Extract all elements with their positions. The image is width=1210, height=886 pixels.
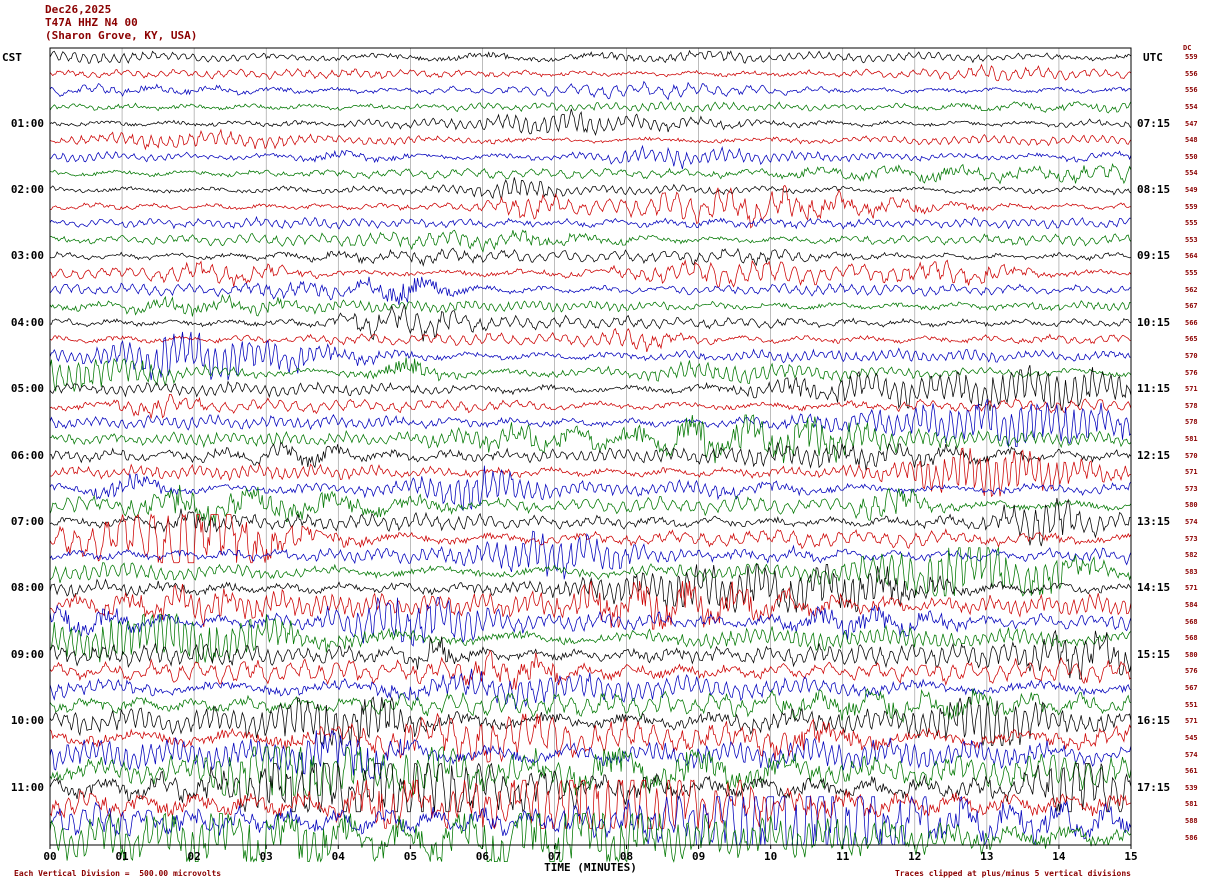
trace-row-22: [49, 399, 1132, 448]
trace-row-21: [49, 394, 1132, 419]
left-axis-title: CST: [2, 51, 22, 64]
trace-row-0: [49, 49, 1132, 64]
trace-row-44: [49, 762, 1132, 813]
title-block: Dec26,2025 T47A HHZ N4 00 (Sharon Grove,…: [45, 3, 197, 42]
trace-row-45: [49, 779, 1132, 830]
trace-row-28: [49, 497, 1132, 547]
dc-column-label: DC: [1183, 44, 1192, 52]
clip-note: Traces clipped at plus/minus 5 vertical …: [894, 869, 1131, 878]
trace-row-40: [49, 696, 1132, 747]
trace-row-29: [49, 513, 1132, 564]
trace-row-37: [49, 649, 1132, 690]
trace-row-27: [49, 484, 1132, 526]
trace-row-24: [49, 441, 1132, 471]
trace-row-47: [49, 812, 1132, 863]
trace-row-10: [49, 215, 1132, 230]
station-label: T47A HHZ N4 00: [45, 16, 138, 29]
trace-row-4: [49, 108, 1132, 136]
trace-row-18: [49, 331, 1131, 381]
trace-row-33: [49, 580, 1132, 630]
trace-row-5: [49, 128, 1132, 151]
trace-row-43: [49, 746, 1132, 797]
trace-row-23: [50, 414, 1132, 464]
trace-row-11: [49, 229, 1132, 253]
trace-row-6: [49, 144, 1132, 170]
trace-row-13: [49, 259, 1132, 289]
scale-note: Each Vertical Division = 500.00 microvol…: [14, 869, 222, 878]
trace-row-30: [49, 530, 1132, 580]
trace-row-35: [49, 612, 1132, 663]
trace-row-26: [49, 465, 1132, 512]
trace-row-39: [49, 687, 1132, 723]
trace-row-31: [49, 546, 1132, 597]
trace-row-16: [49, 304, 1132, 342]
right-axis-title: UTC: [1143, 51, 1163, 64]
trace-row-12: [49, 247, 1132, 267]
trace-row-7: [49, 163, 1132, 185]
trace-row-17: [49, 327, 1132, 353]
trace-row-20: [49, 364, 1132, 411]
trace-row-32: [49, 564, 1132, 613]
trace-row-36: [49, 629, 1132, 680]
trace-row-9: [49, 184, 1131, 229]
trace-row-25: [49, 447, 1132, 498]
trace-row-19: [49, 357, 1132, 392]
trace-row-15: [49, 293, 1132, 317]
trace-row-2: [49, 80, 1132, 101]
trace-row-34: [49, 597, 1132, 647]
trace-row-3: [49, 101, 1132, 114]
date-label: Dec26,2025: [45, 3, 112, 16]
trace-row-38: [49, 668, 1132, 710]
plot-border: [49, 47, 1132, 846]
location-label: (Sharon Grove, KY, USA): [45, 29, 198, 42]
trace-row-1: [49, 63, 1132, 82]
x-axis-title: TIME (MINUTES): [544, 861, 637, 874]
trace-row-14: [49, 276, 1131, 305]
trace-row-8: [49, 177, 1132, 200]
